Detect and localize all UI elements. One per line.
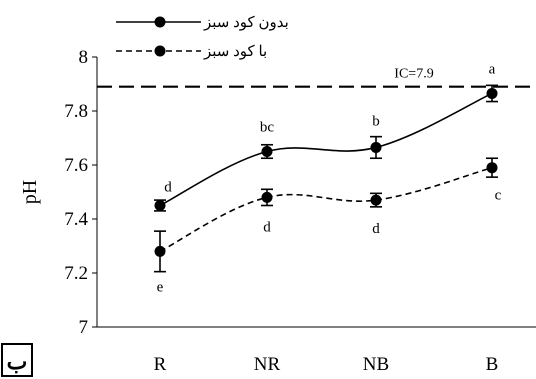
x-tick-label: NB: [363, 354, 389, 375]
significance-label: c: [495, 188, 502, 204]
data-point: [154, 245, 166, 257]
y-tick-label: 8: [79, 47, 89, 68]
y-tick-label: 7.8: [64, 101, 88, 122]
axes: [92, 56, 536, 328]
reference-line-group: IC=7.9: [97, 67, 536, 88]
legend-marker: [154, 16, 166, 28]
data-point: [261, 191, 273, 203]
tick-labels: 7 7.2 7.4 7.6 7.8 8 R NR NB B: [64, 47, 498, 375]
panel-label-box: ب: [1, 343, 33, 377]
panel-label-frame: [1, 343, 33, 377]
x-tick-label: B: [486, 354, 499, 375]
series-group: d bc b a e d d c: [154, 61, 502, 295]
data-point: [486, 162, 498, 174]
data-point: [261, 146, 273, 157]
legend: بدون کود سبز با کود سبز: [116, 15, 289, 60]
significance-label: a: [489, 61, 496, 77]
legend-marker: [154, 45, 166, 57]
significance-label: bc: [260, 120, 275, 136]
series-line: [159, 92, 493, 207]
y-tick-label: 7: [79, 317, 89, 338]
panel-label: ب: [7, 349, 28, 374]
reference-line-label: IC=7.9: [394, 67, 433, 82]
x-tick-label: NR: [254, 354, 281, 375]
y-tick-label: 7.4: [64, 209, 88, 230]
y-axis-label: pH: [19, 180, 41, 204]
y-tick-label: 7.6: [64, 155, 88, 176]
significance-label: d: [372, 221, 380, 237]
significance-label: d: [164, 180, 172, 196]
data-point: [486, 87, 498, 99]
legend-label: بدون کود سبز: [203, 15, 289, 31]
series-line: [159, 166, 493, 253]
y-tick-label: 7.2: [64, 263, 88, 284]
significance-label: b: [372, 113, 380, 129]
significance-label: d: [263, 219, 271, 235]
data-point: [154, 200, 166, 211]
data-point: [370, 141, 382, 153]
legend-label: با کود سبز: [203, 44, 267, 60]
significance-label: e: [157, 279, 164, 295]
x-tick-label: R: [154, 354, 167, 375]
data-point: [370, 194, 382, 206]
